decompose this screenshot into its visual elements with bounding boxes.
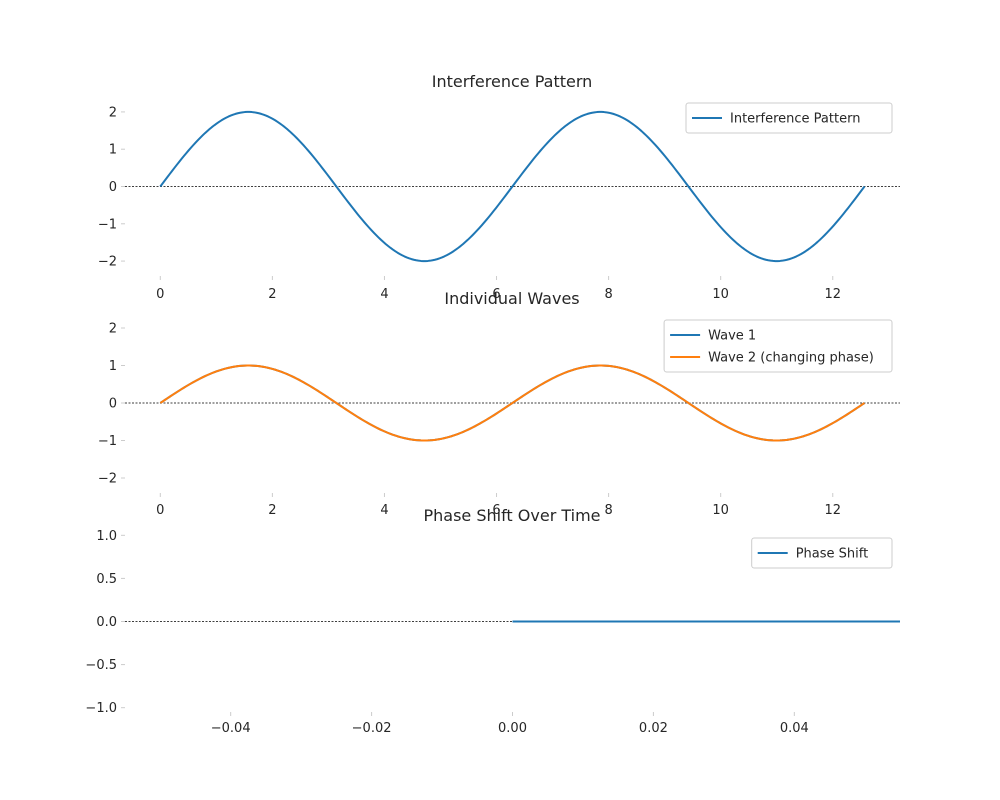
y-tick-label: −1 xyxy=(98,217,117,232)
series-line-1 xyxy=(159,110,866,263)
x-tick-label: 2 xyxy=(268,503,276,518)
panel-title: Phase Shift Over Time xyxy=(423,506,600,525)
legend-label-1: Interference Pattern xyxy=(730,112,860,127)
y-tick-label: −1 xyxy=(98,434,117,449)
x-tick-label: 0.00 xyxy=(498,721,527,736)
y-tick-label: 1.0 xyxy=(96,529,117,544)
panel-title: Individual Waves xyxy=(444,289,579,308)
x-tick-label: 4 xyxy=(380,503,388,518)
legend: Phase Shift xyxy=(751,537,893,569)
legend: Interference Pattern xyxy=(685,102,893,134)
panel-title: Interference Pattern xyxy=(432,72,593,91)
x-tick-label: 8 xyxy=(604,503,612,518)
x-tick-label: 0.04 xyxy=(780,721,809,736)
y-tick-label: 2 xyxy=(109,105,117,120)
x-tick-label: 0.02 xyxy=(639,721,668,736)
legend-box xyxy=(663,319,893,373)
y-tick-label: 0 xyxy=(109,180,117,195)
legend-box xyxy=(751,537,893,569)
y-tick-label: 1 xyxy=(109,359,117,374)
legend-label-1: Phase Shift xyxy=(796,547,869,562)
phase-shift-plot: Phase Shift Over Time −1.0 −0.5 0.0 0.5 1.0 −… xyxy=(85,506,900,736)
x-tick-label: 12 xyxy=(824,287,841,302)
x-tick-label: −0.04 xyxy=(211,721,251,736)
x-tick-label: 8 xyxy=(604,287,612,302)
y-tick-label: −2 xyxy=(98,255,117,270)
y-tick-label: −2 xyxy=(98,472,117,487)
x-tick-label: 6 xyxy=(492,287,500,302)
legend-label-1: Wave 1 xyxy=(708,329,756,344)
x-tick-label: 10 xyxy=(712,287,729,302)
series-line-2 xyxy=(159,364,866,442)
y-tick-label: −0.5 xyxy=(85,658,117,673)
legend-label-2: Wave 2 (changing phase) xyxy=(708,351,874,366)
x-tick-label: 4 xyxy=(380,287,388,302)
y-tick-label: −1.0 xyxy=(85,701,117,716)
legend-box xyxy=(685,102,893,134)
x-tick-label: 0 xyxy=(156,287,164,302)
y-tick-label: 0 xyxy=(109,397,117,412)
x-tick-label: 0 xyxy=(156,503,164,518)
y-tick-label: 0.0 xyxy=(96,615,117,630)
x-tick-label: −0.02 xyxy=(352,721,392,736)
y-tick-label: 2 xyxy=(109,322,117,337)
x-tick-label: 6 xyxy=(492,503,500,518)
y-tick-label: 1 xyxy=(109,143,117,158)
x-tick-label: 12 xyxy=(824,503,841,518)
y-tick-label: 0.5 xyxy=(96,572,117,587)
x-tick-label: 2 xyxy=(268,287,276,302)
legend: Wave 1 Wave 2 (changing phase) xyxy=(663,319,893,373)
x-tick-label: 10 xyxy=(712,503,729,518)
